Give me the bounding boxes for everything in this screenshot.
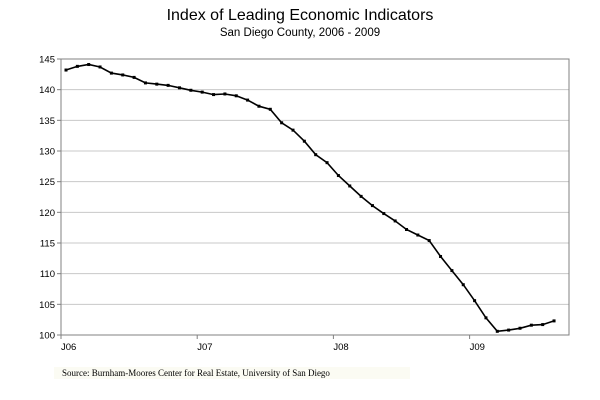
data-point	[87, 63, 91, 67]
data-point	[189, 88, 193, 92]
data-point	[439, 254, 443, 258]
x-tick-label: J07	[197, 342, 212, 353]
data-point	[529, 323, 533, 327]
y-tick-label: 110	[40, 269, 55, 280]
data-point	[507, 328, 511, 332]
y-tick-label: 115	[40, 239, 55, 250]
series-line	[65, 63, 555, 333]
y-tick-label: 105	[39, 300, 55, 311]
data-point	[314, 153, 318, 157]
data-point	[64, 68, 68, 72]
data-point	[484, 316, 488, 320]
data-point	[246, 98, 250, 102]
data-point	[393, 219, 397, 223]
data-point	[143, 81, 147, 85]
data-point	[348, 184, 352, 188]
data-point	[405, 228, 408, 232]
y-tick-label: 145	[39, 55, 55, 66]
data-point	[473, 299, 477, 303]
data-point	[495, 329, 499, 333]
y-tick-label: 120	[39, 208, 55, 219]
data-point	[223, 92, 227, 96]
y-axis: 100 105 110 115 120 125 130 135 140 145	[39, 55, 61, 342]
data-point	[178, 86, 181, 90]
x-tick-label: J09	[470, 342, 485, 353]
data-point	[291, 128, 295, 132]
chart-subtitle: San Diego County, 2006 - 2009	[219, 27, 381, 39]
data-point	[450, 269, 454, 273]
series-group	[64, 63, 556, 333]
data-point	[541, 323, 545, 327]
data-point	[325, 161, 329, 165]
data-point	[109, 71, 113, 75]
data-point	[280, 121, 284, 125]
data-point	[166, 83, 170, 87]
data-point	[268, 107, 272, 111]
data-point	[370, 204, 374, 208]
data-point	[382, 212, 386, 216]
data-point	[518, 326, 522, 330]
y-tick-label: 100	[39, 331, 55, 342]
data-point	[427, 239, 431, 243]
y-tick-label: 125	[39, 177, 55, 188]
data-point	[212, 93, 216, 97]
x-axis: J06 J07 J08 J09	[60, 335, 485, 353]
data-point	[336, 174, 340, 178]
data-point	[416, 233, 420, 237]
x-tick-label: J08	[333, 342, 348, 353]
data-point	[75, 64, 79, 68]
y-tick-label: 135	[39, 116, 55, 127]
x-tick-label: J06	[61, 342, 76, 353]
data-point	[302, 139, 306, 143]
chart-title: Index of Leading Economic Indicators	[166, 7, 434, 24]
data-point	[257, 104, 261, 108]
data-point	[132, 75, 136, 79]
plot-area-frame	[60, 58, 570, 336]
data-point	[359, 194, 363, 198]
data-point	[552, 319, 556, 323]
data-point	[200, 90, 204, 94]
y-tick-label: 140	[39, 85, 55, 96]
data-point	[155, 82, 159, 86]
y-tick-label: 130	[39, 147, 55, 158]
data-point	[461, 283, 465, 287]
data-point	[234, 94, 238, 98]
gridlines	[61, 89, 569, 305]
data-point	[98, 65, 102, 69]
data-point	[121, 73, 125, 77]
source-note: Source: Burnham-Moores Center for Real E…	[54, 367, 410, 379]
